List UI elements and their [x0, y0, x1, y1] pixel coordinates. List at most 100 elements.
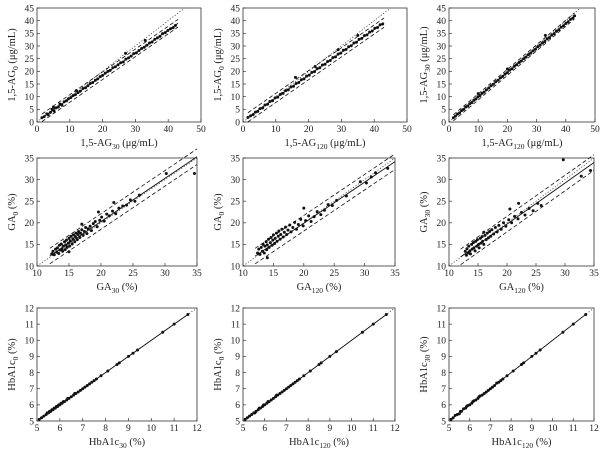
data-point — [73, 235, 77, 239]
data-point — [57, 251, 61, 255]
y-tick-label: 40 — [231, 17, 241, 27]
data-point — [309, 220, 313, 224]
data-point — [465, 247, 469, 251]
data-point — [507, 218, 511, 222]
x-axis-label-subscript: 120 — [522, 441, 534, 450]
x-tick-label: 7 — [284, 424, 289, 434]
x-tick-label: 5 — [241, 424, 246, 434]
data-point — [482, 392, 486, 396]
data-point — [270, 243, 274, 247]
data-point — [579, 174, 583, 178]
data-point — [336, 52, 340, 56]
y-axis-label-subscript: 0 — [217, 356, 226, 360]
x-tick-label: 10 — [548, 424, 558, 434]
data-point — [265, 243, 269, 247]
data-point — [83, 385, 87, 389]
y-tick-label: 45 — [437, 4, 447, 14]
y-axis-label-main: GA — [419, 217, 430, 233]
data-point — [192, 172, 196, 176]
y-axis-label-main: 1,5-AG — [419, 71, 430, 103]
data-point — [119, 61, 123, 65]
y-axis-label-main: GA — [213, 215, 224, 231]
data-point — [559, 25, 563, 29]
x-axis-label: GA30 (%) — [96, 282, 138, 295]
y-tick-label: 35 — [437, 30, 447, 40]
data-point — [336, 48, 340, 52]
upper-band-line — [254, 153, 396, 249]
y-tick-label: 10 — [25, 93, 35, 103]
x-tick-label: 6 — [262, 424, 267, 434]
x-tick-label: 40 — [561, 125, 571, 135]
data-point — [531, 49, 535, 53]
data-point — [51, 105, 55, 109]
upper-band-line — [41, 19, 179, 115]
y-axis-label-unit: (%) — [213, 193, 224, 212]
x-tick-label: 5 — [447, 424, 452, 434]
data-point — [310, 70, 314, 74]
data-point — [543, 39, 547, 43]
data-point — [297, 377, 301, 381]
data-point — [103, 71, 107, 75]
y-tick-label: 8 — [441, 369, 446, 379]
data-point — [94, 377, 98, 381]
data-point — [166, 29, 170, 33]
data-point — [365, 33, 369, 37]
y-tick-label: 45 — [231, 4, 241, 14]
data-point — [254, 409, 258, 413]
data-point — [249, 114, 253, 118]
y-axis-label: GA0 (%) — [7, 193, 20, 231]
data-point — [131, 351, 135, 355]
lower-band-line — [453, 18, 575, 122]
data-point — [95, 225, 99, 229]
y-tick-label: 10 — [231, 262, 241, 272]
data-point — [63, 248, 67, 252]
data-point — [78, 89, 82, 93]
y-tick-label: 9 — [441, 353, 446, 363]
x-axis-label-unit: (μg/mL) — [525, 138, 563, 149]
data-point — [48, 110, 52, 114]
data-point — [512, 64, 516, 68]
data-point — [86, 227, 90, 231]
data-point — [326, 203, 330, 207]
y-axis-label-main: HbA1c — [419, 362, 430, 393]
y-tick-label: 6 — [235, 401, 240, 411]
data-point — [313, 70, 317, 74]
data-point — [477, 242, 481, 246]
data-point — [271, 238, 275, 242]
data-point — [308, 369, 312, 373]
data-point — [62, 100, 66, 104]
data-point — [273, 236, 277, 240]
y-axis-label-subscript: 0 — [11, 211, 20, 215]
plot-frame — [242, 307, 396, 422]
data-point — [100, 215, 104, 219]
x-tick-label: 12 — [390, 424, 400, 434]
data-point — [498, 76, 502, 80]
data-point — [326, 59, 330, 63]
data-point — [473, 249, 477, 253]
data-point — [313, 65, 317, 69]
data-point — [287, 385, 291, 389]
data-point — [75, 238, 79, 242]
data-point — [373, 26, 377, 30]
x-tick-label: 30 — [160, 269, 170, 279]
data-point — [293, 380, 297, 384]
data-point — [280, 390, 284, 394]
data-point — [267, 400, 271, 404]
x-axis-label-main: HbA1c — [89, 437, 120, 448]
x-tick-label: 8 — [306, 424, 311, 434]
data-point — [552, 32, 556, 36]
data-point — [344, 194, 348, 198]
data-point — [545, 37, 549, 41]
x-tick-label: 30 — [560, 269, 570, 279]
x-tick-label: 10 — [32, 269, 42, 279]
data-point — [274, 231, 278, 235]
data-point — [488, 229, 492, 233]
data-point — [111, 209, 115, 213]
data-point — [84, 86, 88, 90]
y-tick-label: 11 — [437, 320, 446, 330]
x-tick-label: 9 — [529, 424, 534, 434]
x-axis-label-main: GA — [297, 282, 313, 293]
data-point — [80, 222, 84, 226]
